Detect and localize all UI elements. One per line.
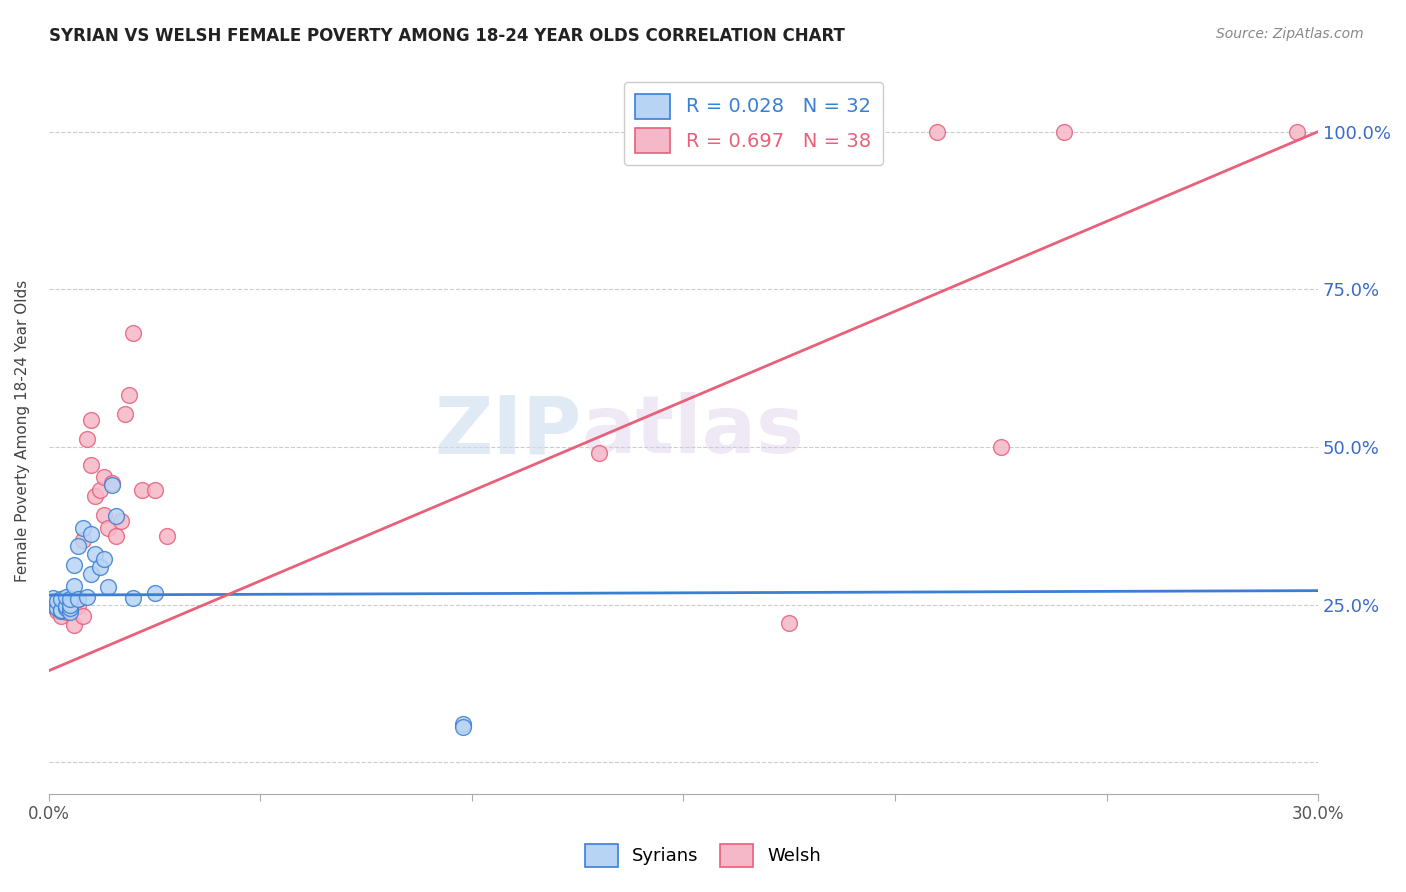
Point <box>97 520 120 534</box>
Point <box>453 721 475 735</box>
Point <box>84 489 107 503</box>
Point <box>67 540 90 554</box>
Point <box>46 594 69 608</box>
Point <box>42 598 65 612</box>
Point <box>841 125 863 139</box>
Point <box>80 458 103 472</box>
Point <box>59 598 82 612</box>
Point <box>80 413 103 427</box>
Point <box>101 477 124 491</box>
Point <box>122 591 145 606</box>
Point <box>63 596 86 610</box>
Point <box>80 567 103 582</box>
Point <box>1285 125 1308 139</box>
Point <box>97 580 120 594</box>
Point <box>55 605 77 619</box>
Point <box>76 590 98 604</box>
Point <box>990 440 1012 454</box>
Point <box>72 520 94 534</box>
Point <box>63 617 86 632</box>
Y-axis label: Female Poverty Among 18-24 Year Olds: Female Poverty Among 18-24 Year Olds <box>15 280 30 582</box>
Point <box>72 608 94 623</box>
Point <box>42 591 65 606</box>
Point <box>143 586 166 600</box>
Point <box>55 600 77 615</box>
Point <box>1053 125 1076 139</box>
Point <box>89 559 111 574</box>
Point <box>51 602 73 616</box>
Text: atlas: atlas <box>582 392 806 470</box>
Point <box>131 483 153 497</box>
Point <box>51 608 73 623</box>
Point <box>714 125 737 139</box>
Point <box>63 558 86 573</box>
Point <box>55 590 77 604</box>
Point <box>122 326 145 341</box>
Point <box>89 483 111 497</box>
Point <box>55 599 77 613</box>
Text: ZIP: ZIP <box>434 392 582 470</box>
Point <box>105 509 128 524</box>
Point <box>51 604 73 618</box>
Point <box>51 599 73 613</box>
Point <box>59 602 82 616</box>
Point <box>46 600 69 615</box>
Point <box>143 483 166 497</box>
Text: Source: ZipAtlas.com: Source: ZipAtlas.com <box>1216 27 1364 41</box>
Legend: Syrians, Welsh: Syrians, Welsh <box>578 837 828 874</box>
Point <box>80 527 103 541</box>
Point <box>72 533 94 548</box>
Point <box>114 407 136 421</box>
Point <box>93 552 115 566</box>
Legend: R = 0.028   N = 32, R = 0.697   N = 38: R = 0.028 N = 32, R = 0.697 N = 38 <box>624 82 883 165</box>
Point <box>110 514 132 528</box>
Point <box>588 446 610 460</box>
Point <box>105 529 128 543</box>
Text: SYRIAN VS WELSH FEMALE POVERTY AMONG 18-24 YEAR OLDS CORRELATION CHART: SYRIAN VS WELSH FEMALE POVERTY AMONG 18-… <box>49 27 845 45</box>
Point <box>63 578 86 592</box>
Point <box>51 592 73 607</box>
Point <box>59 605 82 619</box>
Point <box>93 470 115 484</box>
Point <box>67 592 90 607</box>
Point <box>42 598 65 612</box>
Point <box>651 125 673 139</box>
Point <box>59 592 82 607</box>
Point <box>67 592 90 607</box>
Point <box>67 599 90 613</box>
Point <box>59 600 82 615</box>
Point <box>778 616 800 631</box>
Point <box>101 476 124 491</box>
Point <box>46 604 69 618</box>
Point <box>76 432 98 446</box>
Point <box>156 529 179 543</box>
Point <box>84 547 107 561</box>
Point <box>93 508 115 522</box>
Point <box>927 125 949 139</box>
Point <box>118 388 141 402</box>
Point <box>453 717 475 731</box>
